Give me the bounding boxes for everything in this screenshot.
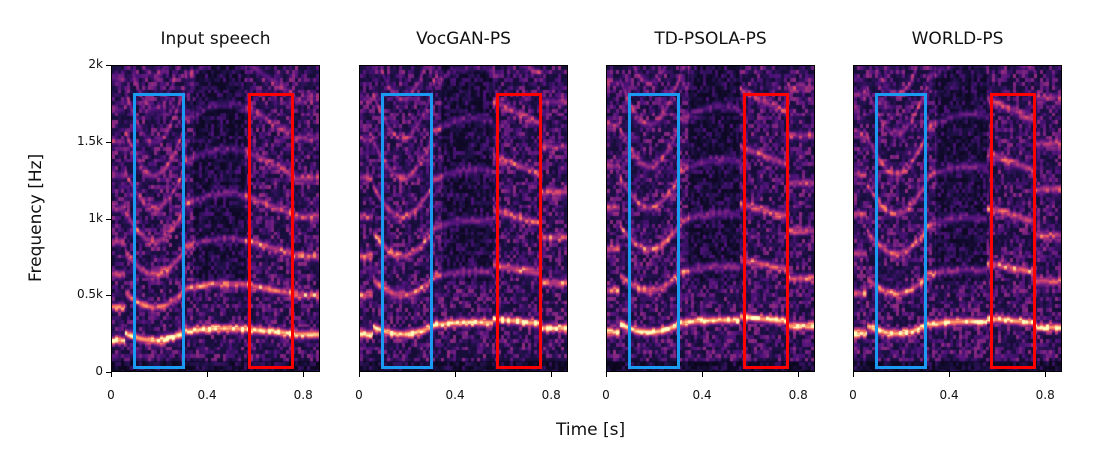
x-tick-label: 0 — [107, 388, 115, 402]
x-tick-label: 0.8 — [293, 388, 313, 402]
x-tick-mark — [455, 372, 457, 377]
x-tick-label: 0.8 — [1035, 388, 1055, 402]
x-tick-mark — [359, 372, 360, 377]
y-tick-label: 2k — [88, 57, 103, 71]
spectrogram-panel — [359, 65, 568, 372]
spectrogram-panel — [853, 65, 1062, 372]
x-tick-label: 0.4 — [692, 388, 712, 402]
x-tick-mark — [853, 372, 854, 377]
x-axis-label: Time [s] — [556, 420, 626, 440]
panel-title: TD-PSOLA-PS — [654, 29, 767, 49]
x-tick-mark — [702, 372, 704, 377]
y-tick-label: 0 — [95, 364, 103, 378]
x-tick-mark — [949, 372, 951, 377]
x-tick-label: 0.8 — [541, 388, 561, 402]
red-highlight-box — [247, 92, 294, 369]
red-highlight-box — [989, 92, 1036, 369]
x-tick-label: 0 — [849, 388, 857, 402]
red-highlight-box — [495, 92, 542, 369]
x-tick-label: 0 — [602, 388, 610, 402]
spectrogram-image — [854, 66, 1061, 371]
y-axis-label: Frequency [Hz] — [26, 153, 46, 282]
x-tick-label: 0.8 — [788, 388, 808, 402]
x-tick-mark — [207, 372, 209, 377]
y-tick-label: 1k — [88, 210, 103, 225]
x-tick-mark — [111, 372, 112, 377]
panel-title: WORLD-PS — [911, 29, 1004, 49]
spectrogram-panel — [111, 65, 320, 372]
y-tick-label: 0.5k — [76, 287, 103, 302]
x-tick-label: 0.4 — [939, 388, 959, 402]
y-tick-mark — [106, 218, 111, 220]
spectrogram-image — [607, 66, 814, 371]
y-tick-label: 1.5k — [76, 133, 103, 148]
blue-highlight-box — [627, 92, 681, 369]
x-tick-label: 0 — [355, 388, 363, 402]
x-tick-mark — [551, 372, 553, 377]
blue-highlight-box — [132, 92, 186, 369]
y-tick-mark — [106, 295, 111, 297]
y-tick-mark — [106, 65, 111, 66]
spectrogram-image — [112, 66, 319, 371]
x-tick-label: 0.4 — [445, 388, 465, 402]
x-tick-mark — [1045, 372, 1047, 377]
x-tick-mark — [606, 372, 607, 377]
x-tick-mark — [303, 372, 305, 377]
blue-highlight-box — [874, 92, 928, 369]
red-highlight-box — [742, 92, 789, 369]
y-tick-mark — [106, 141, 111, 143]
x-tick-label: 0.4 — [197, 388, 217, 402]
y-tick-mark — [106, 372, 111, 373]
spectrogram-image — [360, 66, 567, 371]
panel-title: VocGAN-PS — [416, 29, 511, 49]
x-tick-mark — [798, 372, 800, 377]
blue-highlight-box — [380, 92, 434, 369]
panel-title: Input speech — [160, 29, 271, 49]
spectrogram-panel — [606, 65, 815, 372]
